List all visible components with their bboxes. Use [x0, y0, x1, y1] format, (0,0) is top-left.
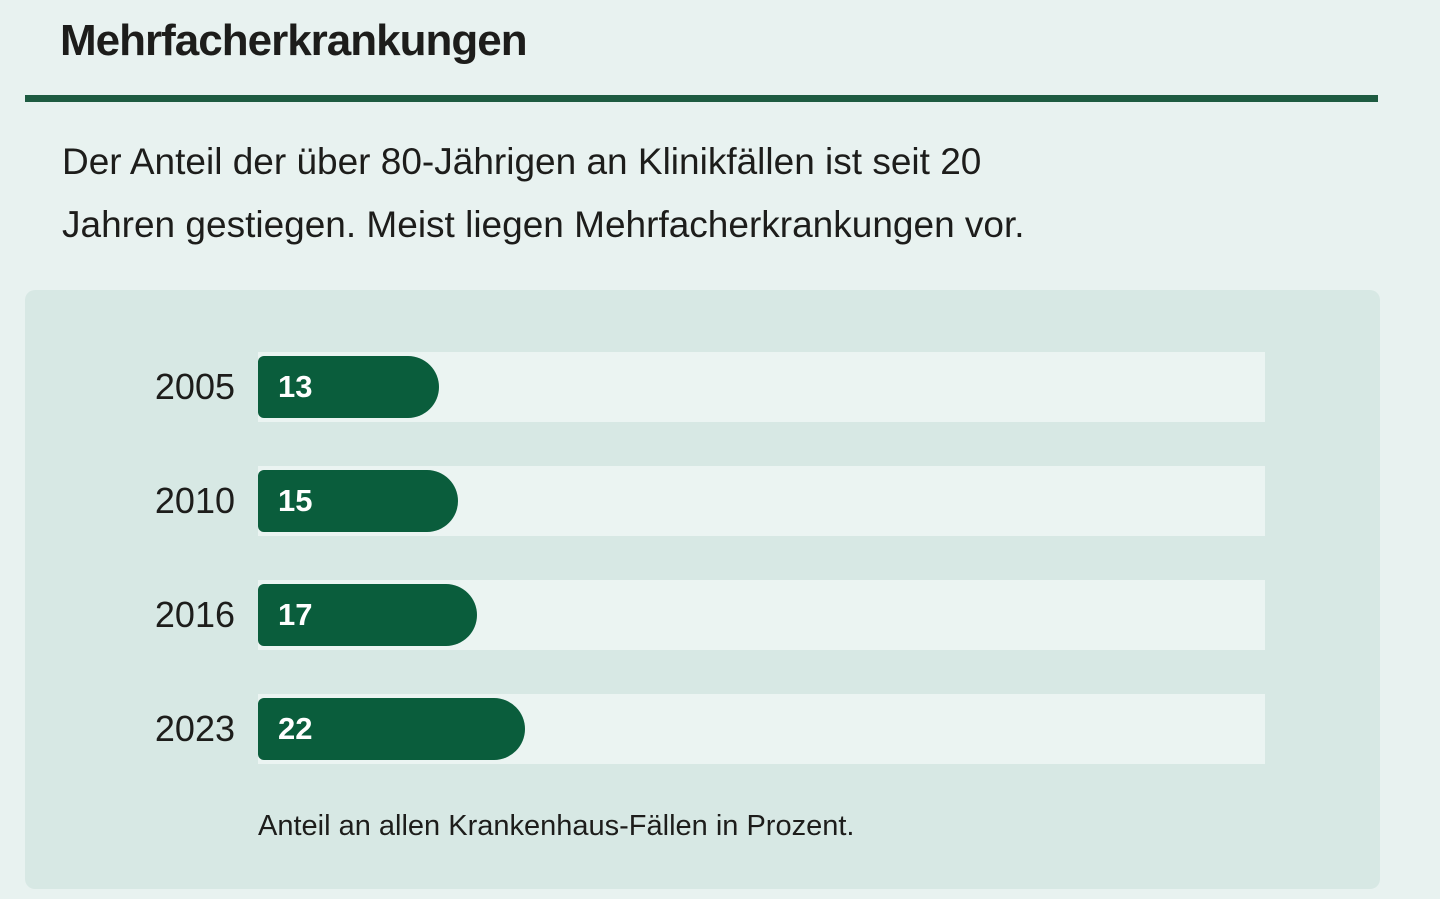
bar-value-label: 17	[278, 597, 313, 632]
bar-value-label: 15	[278, 483, 313, 518]
page-title: Mehrfacherkrankungen	[60, 16, 528, 65]
year-label: 2016	[154, 594, 235, 635]
year-label: 2005	[154, 366, 235, 407]
bar-track: 17	[258, 580, 1265, 650]
bar-row-2023: 2023 22	[25, 694, 1380, 764]
bar-row-2016: 2016 17	[25, 580, 1380, 650]
bar-row-2005: 2005 13	[25, 352, 1380, 422]
year-label: 2023	[154, 708, 235, 749]
bar: 15	[258, 470, 459, 532]
bar-value-label: 22	[278, 711, 313, 746]
chart-panel: 2005 13 2010 15 2016 17 2023 22 A	[25, 290, 1380, 889]
year-label: 2010	[154, 480, 235, 521]
bar: 17	[258, 584, 478, 646]
subtitle-line-1: Der Anteil der über 80-Jährigen an Klini…	[62, 141, 982, 182]
bar-track: 13	[258, 352, 1265, 422]
bar: 22	[258, 698, 525, 760]
chart-subtitle: Der Anteil der über 80-Jährigen an Klini…	[62, 130, 1025, 256]
bar: 13	[258, 356, 440, 418]
axis-caption: Anteil an allen Krankenhaus-Fällen in Pr…	[258, 810, 855, 842]
subtitle-line-2: Jahren gestiegen. Meist liegen Mehrfache…	[62, 204, 1025, 245]
bar-track: 15	[258, 466, 1265, 536]
bar-row-2010: 2010 15	[25, 466, 1380, 536]
bar-value-label: 13	[278, 369, 313, 404]
title-underline-rule	[25, 95, 1378, 102]
bar-track: 22	[258, 694, 1265, 764]
